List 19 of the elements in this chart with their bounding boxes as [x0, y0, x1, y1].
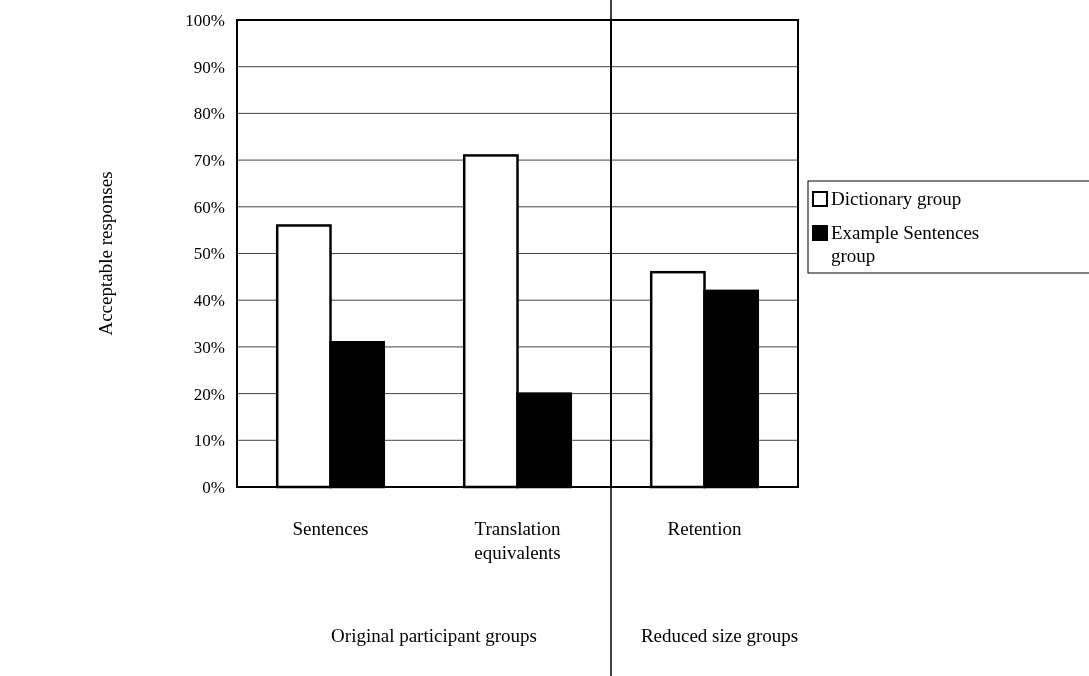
y-tick-label: 50%: [193, 244, 225, 264]
legend-label: Example Sentences group: [831, 222, 980, 266]
y-tick-label: 0%: [202, 477, 225, 497]
x-tick-label: Retention: [667, 518, 742, 539]
y-tick-label: 10%: [193, 431, 225, 451]
y-tick-label: 20%: [193, 384, 225, 404]
y-tick-label: 90%: [193, 57, 225, 77]
x-axis-title: Original participant groups: [331, 625, 537, 646]
y-tick-label: 100%: [185, 10, 225, 30]
x-tick-label: Translation equivalents: [474, 518, 561, 563]
y-tick-label: 70%: [193, 151, 225, 171]
x-axis-title: Reduced size groups: [640, 625, 799, 646]
y-tick-label: 80%: [193, 104, 225, 124]
legend-label: Dictionary group: [831, 188, 962, 209]
y-tick-label: 60%: [193, 197, 225, 217]
x-tick-label: Sentences: [292, 518, 369, 539]
y-tick-label: 40%: [193, 291, 225, 311]
y-tick-label: 30%: [193, 337, 225, 357]
y-axis-title: Acceptable responses: [95, 171, 116, 336]
